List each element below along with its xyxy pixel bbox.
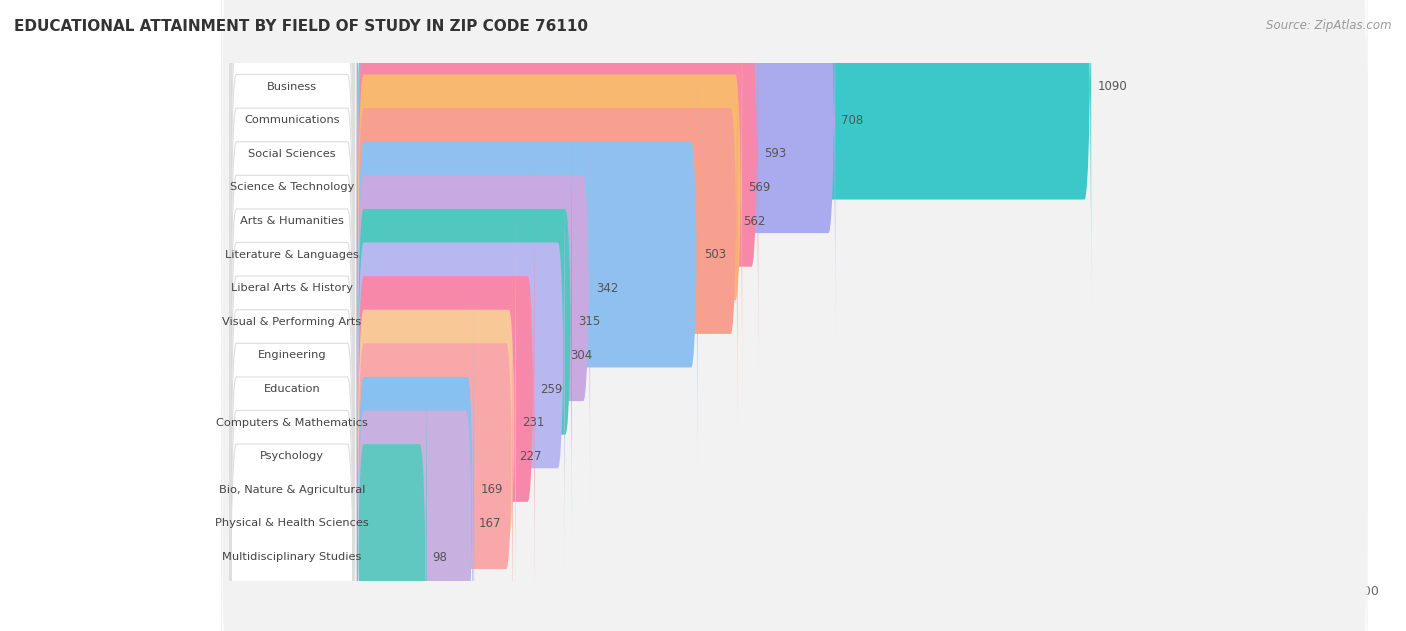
FancyBboxPatch shape bbox=[357, 32, 697, 478]
FancyBboxPatch shape bbox=[229, 199, 354, 631]
FancyBboxPatch shape bbox=[357, 334, 426, 631]
Text: EDUCATIONAL ATTAINMENT BY FIELD OF STUDY IN ZIP CODE 76110: EDUCATIONAL ATTAINMENT BY FIELD OF STUDY… bbox=[14, 19, 588, 34]
Text: 259: 259 bbox=[540, 382, 562, 396]
Text: 708: 708 bbox=[841, 114, 863, 127]
Text: Source: ZipAtlas.com: Source: ZipAtlas.com bbox=[1267, 19, 1392, 32]
FancyBboxPatch shape bbox=[222, 68, 1367, 509]
FancyBboxPatch shape bbox=[357, 0, 742, 411]
FancyBboxPatch shape bbox=[222, 269, 1367, 631]
FancyBboxPatch shape bbox=[357, 166, 534, 612]
Text: 503: 503 bbox=[704, 248, 725, 261]
Text: Engineering: Engineering bbox=[257, 350, 326, 360]
Text: Literature & Languages: Literature & Languages bbox=[225, 250, 359, 259]
FancyBboxPatch shape bbox=[357, 0, 835, 343]
FancyBboxPatch shape bbox=[357, 133, 565, 579]
FancyBboxPatch shape bbox=[229, 133, 354, 579]
Text: 98: 98 bbox=[433, 550, 447, 563]
FancyBboxPatch shape bbox=[222, 0, 1367, 408]
FancyBboxPatch shape bbox=[222, 303, 1367, 631]
FancyBboxPatch shape bbox=[229, 300, 354, 631]
Text: 304: 304 bbox=[571, 349, 593, 362]
Text: Communications: Communications bbox=[245, 115, 340, 125]
FancyBboxPatch shape bbox=[357, 300, 472, 631]
Text: Physical & Health Sciences: Physical & Health Sciences bbox=[215, 519, 368, 528]
Text: 1090: 1090 bbox=[1097, 80, 1128, 93]
Text: Business: Business bbox=[267, 81, 316, 91]
FancyBboxPatch shape bbox=[229, 0, 354, 444]
FancyBboxPatch shape bbox=[229, 233, 354, 631]
Text: Visual & Performing Arts: Visual & Performing Arts bbox=[222, 317, 361, 327]
Text: 169: 169 bbox=[481, 483, 503, 497]
FancyBboxPatch shape bbox=[222, 0, 1367, 307]
FancyBboxPatch shape bbox=[357, 98, 572, 545]
FancyBboxPatch shape bbox=[222, 1, 1367, 442]
FancyBboxPatch shape bbox=[357, 0, 737, 444]
FancyBboxPatch shape bbox=[222, 336, 1367, 631]
FancyBboxPatch shape bbox=[229, 32, 354, 478]
Text: Education: Education bbox=[263, 384, 321, 394]
Text: 593: 593 bbox=[765, 147, 786, 160]
FancyBboxPatch shape bbox=[357, 199, 516, 631]
FancyBboxPatch shape bbox=[222, 102, 1367, 542]
FancyBboxPatch shape bbox=[229, 166, 354, 612]
Text: Psychology: Psychology bbox=[260, 451, 323, 461]
FancyBboxPatch shape bbox=[229, 334, 354, 631]
FancyBboxPatch shape bbox=[357, 233, 513, 631]
Text: Science & Technology: Science & Technology bbox=[229, 182, 354, 192]
FancyBboxPatch shape bbox=[229, 0, 354, 377]
FancyBboxPatch shape bbox=[229, 0, 354, 343]
FancyBboxPatch shape bbox=[357, 267, 474, 631]
FancyBboxPatch shape bbox=[222, 202, 1367, 631]
FancyBboxPatch shape bbox=[222, 0, 1367, 341]
FancyBboxPatch shape bbox=[357, 0, 1091, 310]
Text: 315: 315 bbox=[578, 316, 600, 328]
Text: Social Sciences: Social Sciences bbox=[247, 149, 336, 159]
FancyBboxPatch shape bbox=[229, 267, 354, 631]
FancyBboxPatch shape bbox=[357, 0, 758, 377]
FancyBboxPatch shape bbox=[229, 0, 354, 411]
FancyBboxPatch shape bbox=[222, 236, 1367, 631]
FancyBboxPatch shape bbox=[222, 0, 1367, 374]
Text: 562: 562 bbox=[744, 215, 766, 228]
FancyBboxPatch shape bbox=[222, 34, 1367, 475]
Text: Arts & Humanities: Arts & Humanities bbox=[240, 216, 344, 226]
Text: 569: 569 bbox=[748, 181, 770, 194]
Text: 231: 231 bbox=[522, 416, 544, 429]
FancyBboxPatch shape bbox=[229, 0, 354, 310]
Text: Bio, Nature & Agricultural: Bio, Nature & Agricultural bbox=[219, 485, 366, 495]
Text: 227: 227 bbox=[519, 450, 541, 463]
FancyBboxPatch shape bbox=[222, 168, 1367, 610]
FancyBboxPatch shape bbox=[229, 65, 354, 511]
Text: Liberal Arts & History: Liberal Arts & History bbox=[231, 283, 353, 293]
Text: 167: 167 bbox=[479, 517, 502, 530]
Text: 342: 342 bbox=[596, 281, 619, 295]
FancyBboxPatch shape bbox=[229, 98, 354, 545]
FancyBboxPatch shape bbox=[357, 65, 591, 511]
Text: Multidisciplinary Studies: Multidisciplinary Studies bbox=[222, 552, 361, 562]
FancyBboxPatch shape bbox=[222, 135, 1367, 576]
Text: Computers & Mathematics: Computers & Mathematics bbox=[217, 418, 368, 428]
